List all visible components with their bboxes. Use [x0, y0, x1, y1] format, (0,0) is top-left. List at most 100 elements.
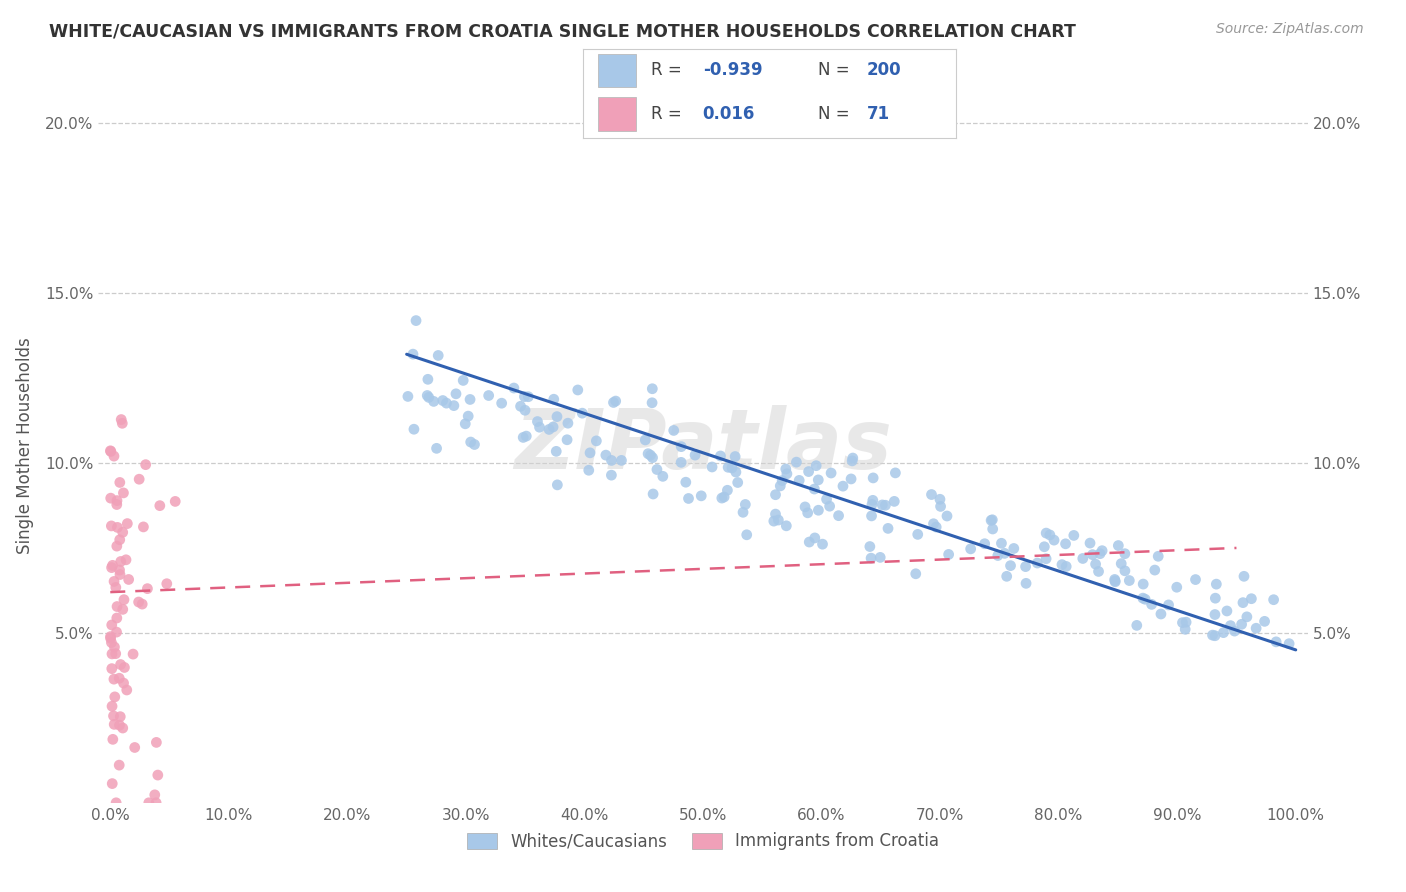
Point: [990, 536, 1012, 550]
Point: [1091, 543, 1114, 558]
Text: 71: 71: [866, 105, 890, 123]
Point: [1126, 618, 1149, 632]
Point: [724, 465, 747, 479]
Point: [811, 537, 834, 551]
Point: [100, 618, 122, 632]
Point: [100, 491, 122, 505]
Point: [136, 582, 159, 596]
Point: [122, 647, 145, 661]
Point: [1157, 598, 1180, 612]
Point: [841, 454, 863, 468]
Legend: Whites/Caucasians, Immigrants from Croatia: Whites/Caucasians, Immigrants from Croat…: [458, 824, 948, 859]
Point: [103, 717, 125, 731]
Point: [804, 531, 827, 545]
Point: [538, 422, 561, 436]
Point: [1263, 592, 1285, 607]
Point: [787, 474, 810, 488]
Point: [727, 475, 749, 490]
Point: [557, 416, 579, 430]
Text: -0.939: -0.939: [703, 62, 762, 79]
Point: [610, 453, 633, 467]
Point: [405, 313, 427, 327]
Point: [101, 662, 124, 676]
Text: ZIPatlas: ZIPatlas: [515, 406, 891, 486]
Point: [1104, 573, 1126, 587]
Point: [1002, 541, 1025, 556]
Point: [678, 491, 700, 506]
Point: [775, 462, 797, 476]
Point: [987, 549, 1010, 563]
Point: [1240, 591, 1263, 606]
Point: [637, 447, 659, 461]
Point: [875, 498, 897, 512]
Point: [907, 527, 929, 541]
Point: [815, 492, 838, 507]
Point: [571, 406, 593, 420]
Point: [543, 392, 565, 407]
Point: [108, 563, 131, 577]
Point: [103, 672, 125, 686]
Point: [145, 796, 167, 810]
Point: [1107, 539, 1129, 553]
Point: [634, 433, 657, 447]
Point: [105, 539, 128, 553]
Point: [427, 349, 450, 363]
Point: [145, 735, 167, 749]
Point: [1236, 610, 1258, 624]
Text: N =: N =: [818, 62, 849, 79]
Point: [1109, 557, 1132, 571]
Point: [101, 558, 124, 573]
Point: [402, 422, 425, 436]
Point: [416, 388, 439, 402]
Point: [884, 466, 907, 480]
Point: [110, 657, 132, 672]
Point: [502, 381, 524, 395]
Point: [436, 396, 458, 410]
Point: [111, 721, 134, 735]
Point: [546, 444, 568, 458]
Point: [585, 434, 607, 448]
Point: [1230, 617, 1253, 632]
Point: [820, 466, 842, 480]
Point: [396, 389, 419, 403]
Point: [546, 478, 568, 492]
Point: [959, 541, 981, 556]
Point: [105, 493, 128, 508]
Point: [117, 516, 139, 531]
Text: 200: 200: [866, 62, 901, 79]
Point: [877, 521, 900, 535]
Point: [765, 507, 787, 521]
Point: [1050, 558, 1073, 572]
Point: [981, 522, 1004, 536]
Point: [105, 599, 128, 614]
Point: [112, 660, 135, 674]
Y-axis label: Single Mother Households: Single Mother Households: [15, 338, 34, 554]
Point: [149, 499, 172, 513]
Point: [765, 488, 787, 502]
Point: [108, 758, 131, 772]
Point: [860, 551, 883, 566]
Point: [1265, 635, 1288, 649]
Point: [768, 513, 790, 527]
Point: [132, 520, 155, 534]
Point: [797, 465, 820, 479]
Point: [1219, 618, 1241, 632]
Point: [111, 525, 134, 540]
Point: [135, 458, 157, 472]
Point: [641, 450, 664, 465]
Point: [567, 383, 589, 397]
Point: [1026, 556, 1049, 570]
Point: [995, 569, 1018, 583]
Point: [1104, 574, 1126, 589]
Point: [1216, 604, 1239, 618]
Point: [921, 487, 943, 501]
Point: [1132, 577, 1154, 591]
Point: [112, 592, 135, 607]
Point: [645, 462, 668, 476]
Point: [463, 437, 485, 451]
Point: [112, 486, 135, 500]
Point: [513, 403, 536, 417]
Point: [103, 449, 125, 463]
Point: [734, 498, 756, 512]
Point: [770, 474, 793, 488]
